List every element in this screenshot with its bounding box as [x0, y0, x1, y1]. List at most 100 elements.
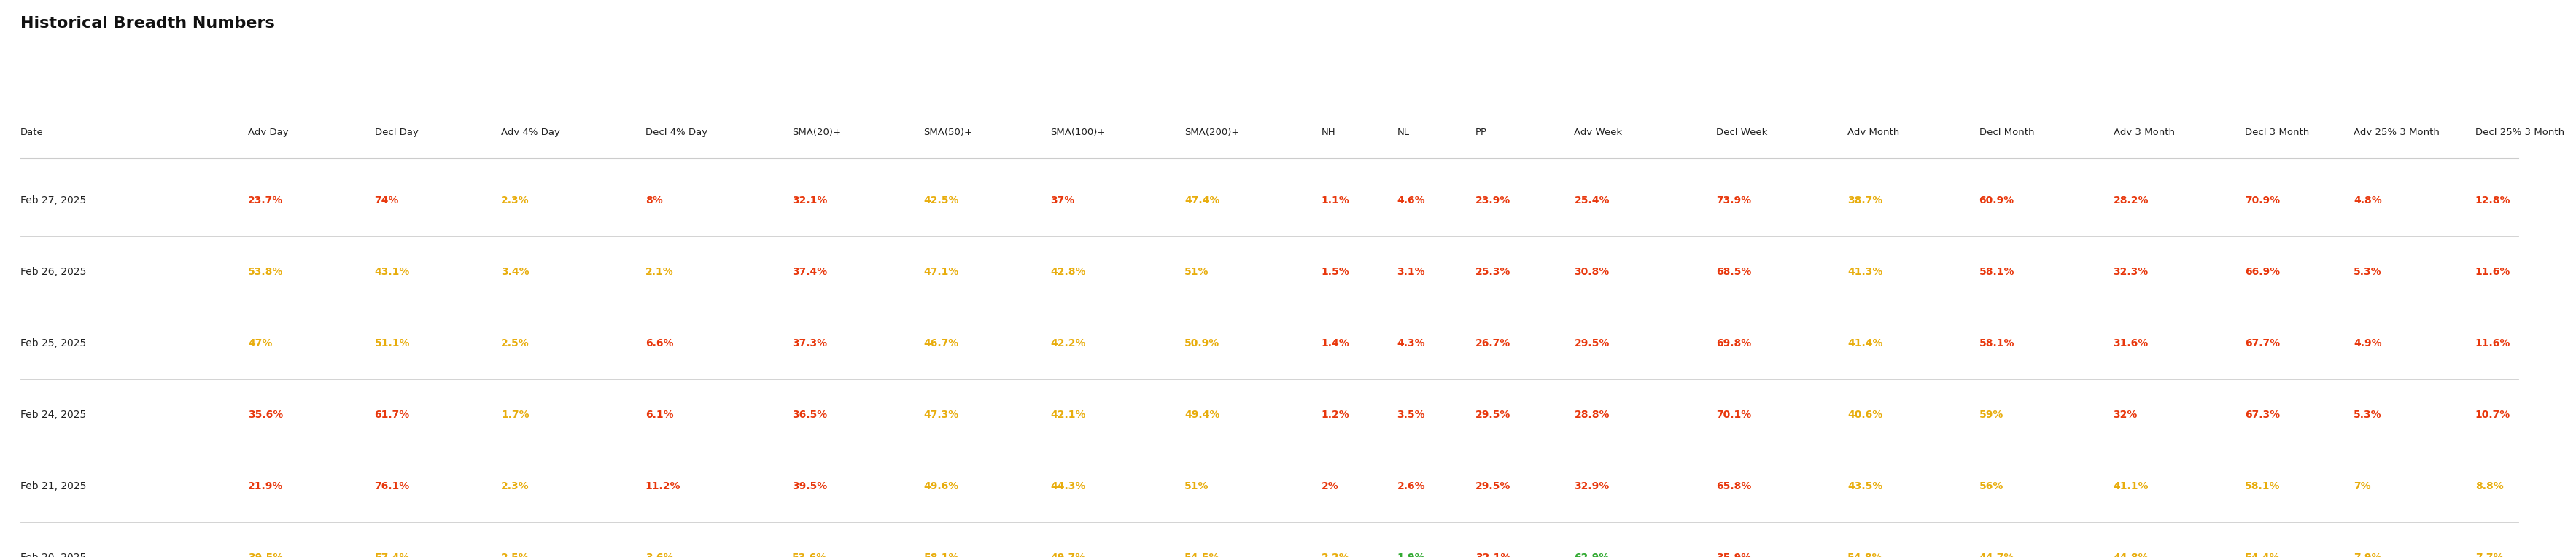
- Text: 68.5%: 68.5%: [1716, 267, 1752, 277]
- Text: 58.1%: 58.1%: [1978, 338, 2014, 349]
- Text: 35.6%: 35.6%: [247, 409, 283, 420]
- Text: 30.8%: 30.8%: [1574, 267, 1610, 277]
- Text: 4.9%: 4.9%: [2354, 338, 2383, 349]
- Text: 47.4%: 47.4%: [1185, 196, 1218, 206]
- Text: 2.3%: 2.3%: [502, 196, 528, 206]
- Text: 2.6%: 2.6%: [1396, 481, 1425, 491]
- Text: SMA(20)+: SMA(20)+: [793, 128, 840, 138]
- Text: 2.1%: 2.1%: [647, 267, 675, 277]
- Text: SMA(100)+: SMA(100)+: [1051, 128, 1105, 138]
- Text: Feb 25, 2025: Feb 25, 2025: [21, 338, 85, 349]
- Text: 25.4%: 25.4%: [1574, 196, 1610, 206]
- Text: 43.1%: 43.1%: [374, 267, 410, 277]
- Text: 32.3%: 32.3%: [2112, 267, 2148, 277]
- Text: 4.6%: 4.6%: [1396, 196, 1425, 206]
- Text: 35.9%: 35.9%: [1716, 552, 1752, 557]
- Text: 47.1%: 47.1%: [925, 267, 958, 277]
- Text: 28.8%: 28.8%: [1574, 409, 1610, 420]
- Text: Decl Day: Decl Day: [374, 128, 417, 138]
- Text: 3.5%: 3.5%: [1396, 409, 1425, 420]
- Text: 11.6%: 11.6%: [2476, 267, 2512, 277]
- Text: Adv 4% Day: Adv 4% Day: [502, 128, 559, 138]
- Text: 1.7%: 1.7%: [502, 409, 528, 420]
- Text: NH: NH: [1321, 128, 1334, 138]
- Text: 54.5%: 54.5%: [1185, 552, 1221, 557]
- Text: 1.5%: 1.5%: [1321, 267, 1350, 277]
- Text: 58.1%: 58.1%: [2244, 481, 2280, 491]
- Text: 6.6%: 6.6%: [647, 338, 672, 349]
- Text: Feb 27, 2025: Feb 27, 2025: [21, 196, 85, 206]
- Text: Decl 4% Day: Decl 4% Day: [647, 128, 708, 138]
- Text: SMA(50)+: SMA(50)+: [925, 128, 974, 138]
- Text: 65.8%: 65.8%: [1716, 481, 1752, 491]
- Text: 53.6%: 53.6%: [793, 552, 827, 557]
- Text: 11.6%: 11.6%: [2476, 338, 2512, 349]
- Text: 70.9%: 70.9%: [2244, 196, 2280, 206]
- Text: 57.4%: 57.4%: [374, 552, 410, 557]
- Text: 41.4%: 41.4%: [1847, 338, 1883, 349]
- Text: 42.2%: 42.2%: [1051, 338, 1084, 349]
- Text: 62.9%: 62.9%: [1574, 552, 1610, 557]
- Text: 54.4%: 54.4%: [2244, 552, 2280, 557]
- Text: 73.9%: 73.9%: [1716, 196, 1752, 206]
- Text: 58.1%: 58.1%: [925, 552, 958, 557]
- Text: 37%: 37%: [1051, 196, 1074, 206]
- Text: 42.8%: 42.8%: [1051, 267, 1084, 277]
- Text: 3.4%: 3.4%: [502, 267, 528, 277]
- Text: Decl 3 Month: Decl 3 Month: [2244, 128, 2308, 138]
- Text: 4.3%: 4.3%: [1396, 338, 1425, 349]
- Text: 56%: 56%: [1978, 481, 2004, 491]
- Text: 8%: 8%: [647, 196, 662, 206]
- Text: 32.9%: 32.9%: [1574, 481, 1610, 491]
- Text: 7%: 7%: [2354, 481, 2370, 491]
- Text: 42.1%: 42.1%: [1051, 409, 1084, 420]
- Text: 44.7%: 44.7%: [1978, 552, 2014, 557]
- Text: 3.1%: 3.1%: [1396, 267, 1425, 277]
- Text: 32%: 32%: [2112, 409, 2138, 420]
- Text: 2.2%: 2.2%: [1321, 552, 1350, 557]
- Text: 51%: 51%: [1185, 267, 1208, 277]
- Text: 41.1%: 41.1%: [2112, 481, 2148, 491]
- Text: 49.6%: 49.6%: [925, 481, 958, 491]
- Text: Adv Day: Adv Day: [247, 128, 289, 138]
- Text: SMA(200)+: SMA(200)+: [1185, 128, 1239, 138]
- Text: 7.9%: 7.9%: [2354, 552, 2383, 557]
- Text: 42.5%: 42.5%: [925, 196, 958, 206]
- Text: 21.9%: 21.9%: [247, 481, 283, 491]
- Text: 53.8%: 53.8%: [247, 267, 283, 277]
- Text: 1.2%: 1.2%: [1321, 409, 1350, 420]
- Text: Feb 21, 2025: Feb 21, 2025: [21, 481, 85, 491]
- Text: Adv Week: Adv Week: [1574, 128, 1623, 138]
- Text: 25.3%: 25.3%: [1476, 267, 1510, 277]
- Text: 58.1%: 58.1%: [1978, 267, 2014, 277]
- Text: 12.8%: 12.8%: [2476, 196, 2512, 206]
- Text: 39.5%: 39.5%: [793, 481, 827, 491]
- Text: 36.5%: 36.5%: [793, 409, 827, 420]
- Text: 49.4%: 49.4%: [1185, 409, 1218, 420]
- Text: 70.1%: 70.1%: [1716, 409, 1752, 420]
- Text: 2.5%: 2.5%: [502, 338, 531, 349]
- Text: 8.8%: 8.8%: [2476, 481, 2504, 491]
- Text: 76.1%: 76.1%: [374, 481, 410, 491]
- Text: Historical Breadth Numbers: Historical Breadth Numbers: [21, 16, 276, 31]
- Text: 1.4%: 1.4%: [1321, 338, 1350, 349]
- Text: Decl 25% 3 Month: Decl 25% 3 Month: [2476, 128, 2563, 138]
- Text: 39.5%: 39.5%: [247, 552, 283, 557]
- Text: 3.6%: 3.6%: [647, 552, 672, 557]
- Text: Feb 20, 2025: Feb 20, 2025: [21, 552, 85, 557]
- Text: 67.7%: 67.7%: [2244, 338, 2280, 349]
- Text: 69.8%: 69.8%: [1716, 338, 1752, 349]
- Text: 50.9%: 50.9%: [1185, 338, 1218, 349]
- Text: Adv Month: Adv Month: [1847, 128, 1899, 138]
- Text: 1.9%: 1.9%: [1396, 552, 1425, 557]
- Text: 51.1%: 51.1%: [374, 338, 410, 349]
- Text: 28.2%: 28.2%: [2112, 196, 2148, 206]
- Text: 51%: 51%: [1185, 481, 1208, 491]
- Text: 44.3%: 44.3%: [1051, 481, 1084, 491]
- Text: 7.7%: 7.7%: [2476, 552, 2504, 557]
- Text: Feb 24, 2025: Feb 24, 2025: [21, 409, 85, 420]
- Text: 2%: 2%: [1321, 481, 1340, 491]
- Text: 37.3%: 37.3%: [793, 338, 827, 349]
- Text: 23.9%: 23.9%: [1476, 196, 1510, 206]
- Text: NL: NL: [1396, 128, 1409, 138]
